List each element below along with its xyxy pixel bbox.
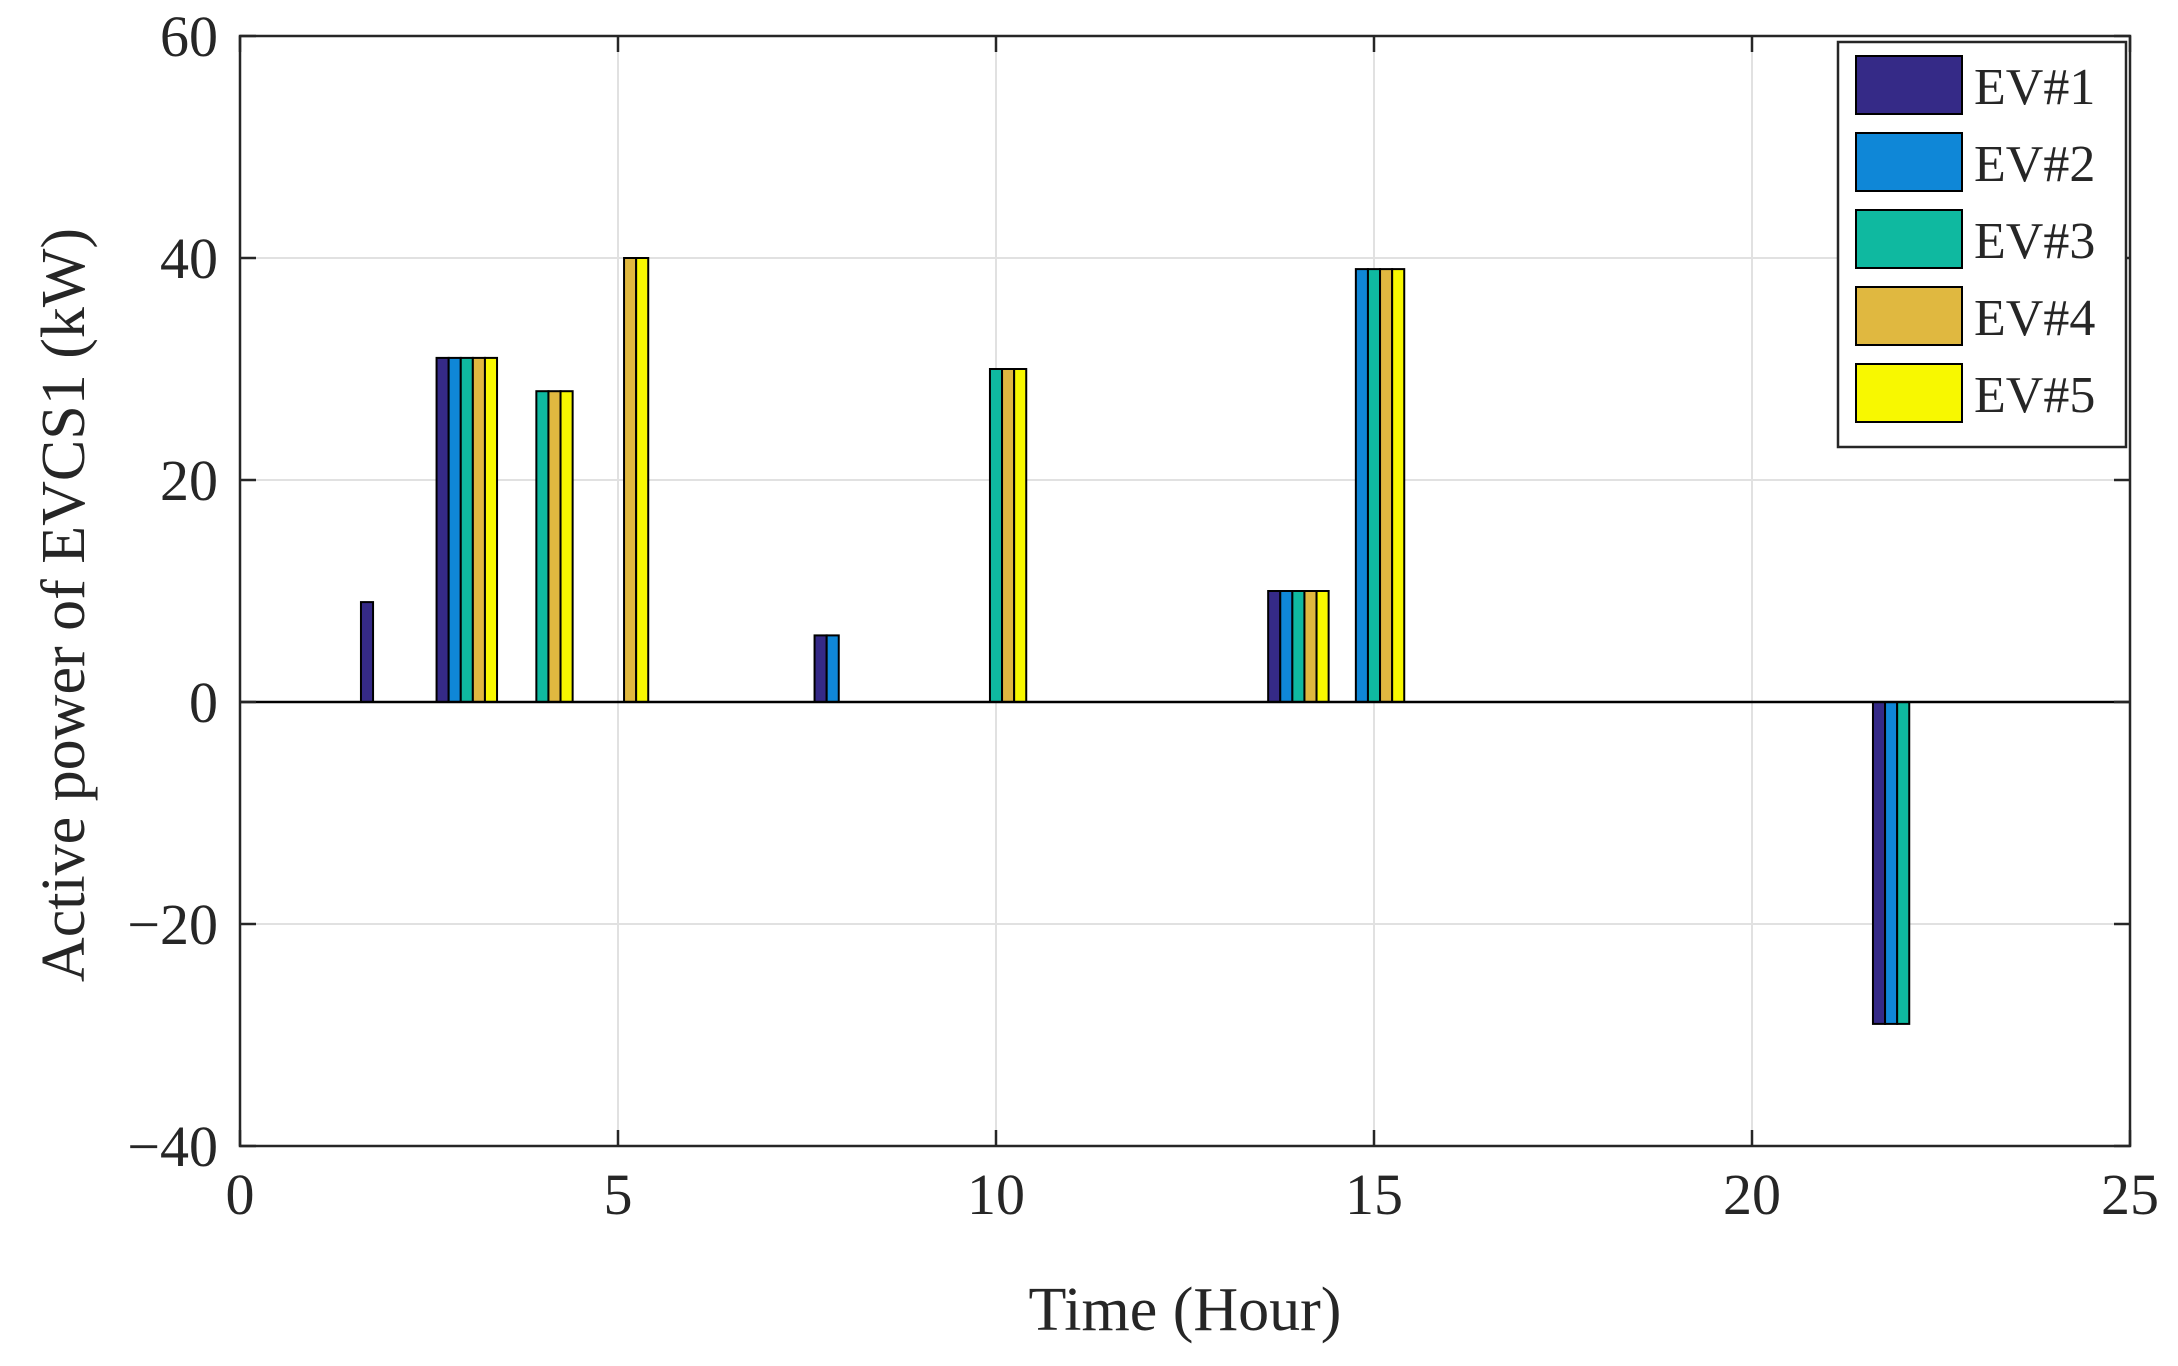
bar-EV5-t5	[635, 257, 650, 703]
x-tick-label: 0	[226, 1162, 255, 1227]
bar-EV3-t15	[1366, 268, 1382, 703]
x-tick-label: 5	[604, 1162, 633, 1227]
x-tick-label: 10	[967, 1162, 1025, 1227]
legend-swatch-EV2	[1855, 132, 1963, 192]
legend-swatch-EV3	[1855, 209, 1963, 269]
x-axis-label: Time (Hour)	[1029, 1276, 1342, 1344]
bar-EV4-t5	[623, 257, 638, 703]
legend-swatch-EV5	[1855, 363, 1963, 423]
bar-EV2-t14	[1279, 590, 1294, 703]
bar-EV3-t3	[459, 356, 474, 703]
bar-EV4-t14	[1303, 590, 1318, 703]
bar-EV5-t10	[1013, 368, 1028, 703]
bar-EV5-t14	[1315, 590, 1330, 703]
y-tick-label: 40	[160, 226, 218, 291]
tick-labels: 0 5 10 15 20 25 −40 −20 0 20 40 60	[127, 4, 2159, 1227]
bar-EV4-t4	[547, 390, 562, 703]
y-tick-label: −20	[127, 892, 218, 957]
legend-swatch-EV1	[1855, 55, 1963, 115]
bar-EV1-t22	[1871, 701, 1887, 1025]
bar-EV3-t14	[1291, 590, 1306, 703]
x-tick-label: 15	[1345, 1162, 1403, 1227]
bar-EV2-t3	[447, 356, 462, 703]
legend-label-EV1: EV#1	[1974, 59, 2095, 116]
bar-EV2-t15	[1354, 268, 1369, 703]
y-axis-label: Active power of EVCS1 (kW)	[30, 228, 98, 982]
bar-EV4-t15	[1379, 268, 1394, 703]
bar-EV1-t3	[435, 356, 450, 703]
legend-label-EV4: EV#4	[1974, 290, 2095, 347]
y-tick-label: 0	[189, 670, 218, 735]
bar-EV4-t3	[471, 356, 486, 703]
y-tick-label: 20	[160, 448, 218, 513]
bar-EV5-t15	[1391, 268, 1406, 703]
bar-EV2-t22	[1884, 701, 1899, 1025]
plot-frame	[238, 34, 2132, 1148]
bar-EV5-t4	[559, 390, 574, 703]
bar-EV2-t8	[825, 634, 840, 704]
legend-label-EV5: EV#5	[1974, 367, 2095, 424]
legend-swatch-EV4	[1855, 286, 1963, 346]
x-tick-label: 20	[1723, 1162, 1781, 1227]
bar-EV3-t4	[535, 390, 550, 703]
bar-EV1-t14	[1267, 590, 1282, 703]
x-tick-label: 25	[2101, 1162, 2159, 1227]
y-tick-label: −40	[127, 1114, 218, 1179]
bar-EV1-t8	[813, 634, 828, 704]
bar-EV4-t10	[1001, 368, 1016, 703]
legend-label-EV3: EV#3	[1974, 213, 2095, 270]
bar-EV1-t2	[359, 601, 375, 703]
bar-EV3-t10	[988, 368, 1004, 703]
bar-EV5-t3	[483, 356, 499, 703]
bar-EV3-t22	[1896, 701, 1911, 1025]
y-tick-label: 60	[160, 4, 218, 69]
legend-label-EV2: EV#2	[1974, 136, 2095, 193]
legend: EV#1 EV#2 EV#3 EV#4 EV#5	[1836, 40, 2128, 449]
